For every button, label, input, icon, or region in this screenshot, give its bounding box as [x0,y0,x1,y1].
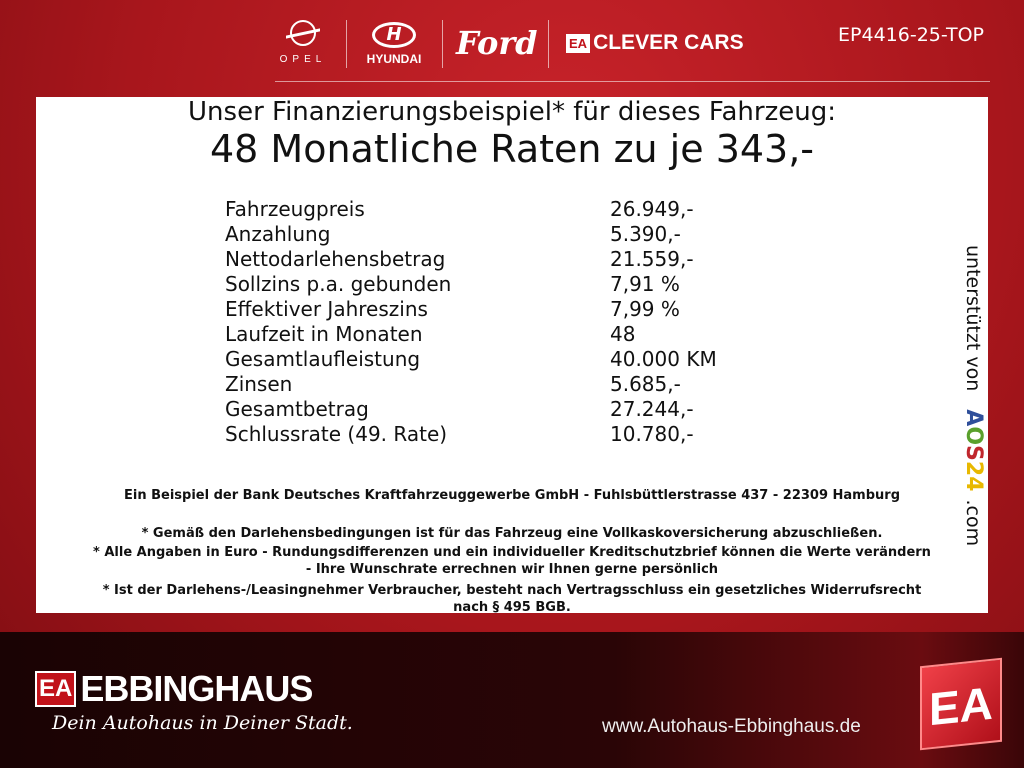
finance-row: Nettodarlehensbetrag 21.559,- [225,247,825,272]
row-value: 21.559,- [610,247,694,271]
footnote: nach § 495 BGB. [453,600,571,615]
divider [548,20,549,68]
divider [346,20,347,68]
row-label: Anzahlung [225,222,331,246]
support-prefix: unterstützt von [962,245,984,392]
brand-header: OPEL H HYUNDAI Ford EA CLEVER CARS EP441… [0,0,1024,82]
aos24-letter: 4 [961,476,986,492]
row-value: 27.244,- [610,397,694,421]
finance-row: Anzahlung 5.390,- [225,222,825,247]
row-value: 48 [610,322,636,346]
row-label: Gesamtbetrag [225,397,369,421]
row-label: Nettodarlehensbetrag [225,247,446,271]
finance-panel: Unser Finanzierungsbeispiel* für dieses … [36,97,988,615]
footnote: * Gemäß den Darlehensbedingungen ist für… [141,526,883,541]
ea-cube-logo: EA [920,657,1002,751]
dealer-footer: EA EBBINGHAUS Dein Autohaus in Deiner St… [0,632,1024,768]
aos24-letter: A [961,409,986,427]
finance-row: Effektiver Jahreszins 7,99 % [225,297,825,322]
divider [442,20,443,68]
footnote: - Ihre Wunschrate errechnen wir Ihnen ge… [305,562,719,577]
ebbinghaus-logo: EA EBBINGHAUS [35,668,313,710]
row-value: 5.685,- [610,372,681,396]
row-value: 26.949,- [610,197,694,221]
row-value: 7,99 % [610,297,680,321]
support-suffix: .com [962,499,984,547]
row-label: Laufzeit in Monaten [225,322,423,346]
finance-row: Zinsen 5.685,- [225,372,825,397]
aos24-letter: S [961,445,986,461]
bank-note: Ein Beispiel der Bank Deutsches Kraftfah… [123,488,901,503]
opel-logo: OPEL [278,20,328,65]
aos24-support-note: unterstützt von AOS24 .com [961,245,986,547]
footnote: * Ist der Darlehens-/Leasingnehmer Verbr… [102,583,922,598]
row-label: Schlussrate (49. Rate) [225,422,448,446]
row-label: Gesamtlaufleistung [225,347,421,371]
offer-code: EP4416-25-TOP [838,24,984,46]
footnote: * Alle Angaben in Euro - Rundungsdiffere… [93,545,931,560]
row-value: 5.390,- [610,222,681,246]
hyundai-logo: H HYUNDAI [366,22,422,66]
finance-row: Sollzins p.a. gebunden 7,91 % [225,272,825,297]
aos24-letter: O [961,426,986,446]
row-value: 10.780,- [610,422,694,446]
row-value: 40.000 KM [610,347,717,371]
offer-title: Unser Finanzierungsbeispiel* für dieses … [188,97,836,127]
finance-row: Gesamtbetrag 27.244,- [225,397,825,422]
dealer-name: EBBINGHAUS [80,668,313,709]
row-label: Zinsen [225,372,293,396]
finance-row: Laufzeit in Monaten 48 [225,322,825,347]
clever-cars-logo: EA CLEVER CARS [566,31,744,55]
finance-row: Gesamtlaufleistung 40.000 KM [225,347,825,372]
slogan: Dein Autohaus in Deiner Stadt. [52,712,353,734]
opel-blitz-icon [286,20,320,46]
row-label: Effektiver Jahreszins [225,297,428,321]
finance-row: Schlussrate (49. Rate) 10.780,- [225,422,825,447]
header-divider [275,81,990,82]
row-value: 7,91 % [610,272,680,296]
ford-logo: Ford [456,24,538,62]
hyundai-h-icon: H [372,22,416,48]
finance-row: Fahrzeugpreis 26.949,- [225,197,825,222]
row-label: Fahrzeugpreis [225,197,365,221]
website-link[interactable]: www.Autohaus-Ebbinghaus.de [602,716,861,737]
aos24-letter: 2 [961,460,986,477]
offer-headline: 48 Monatliche Raten zu je 343,- [209,127,815,171]
row-label: Sollzins p.a. gebunden [225,272,452,296]
aos24-logo: AOS24 [961,409,986,491]
